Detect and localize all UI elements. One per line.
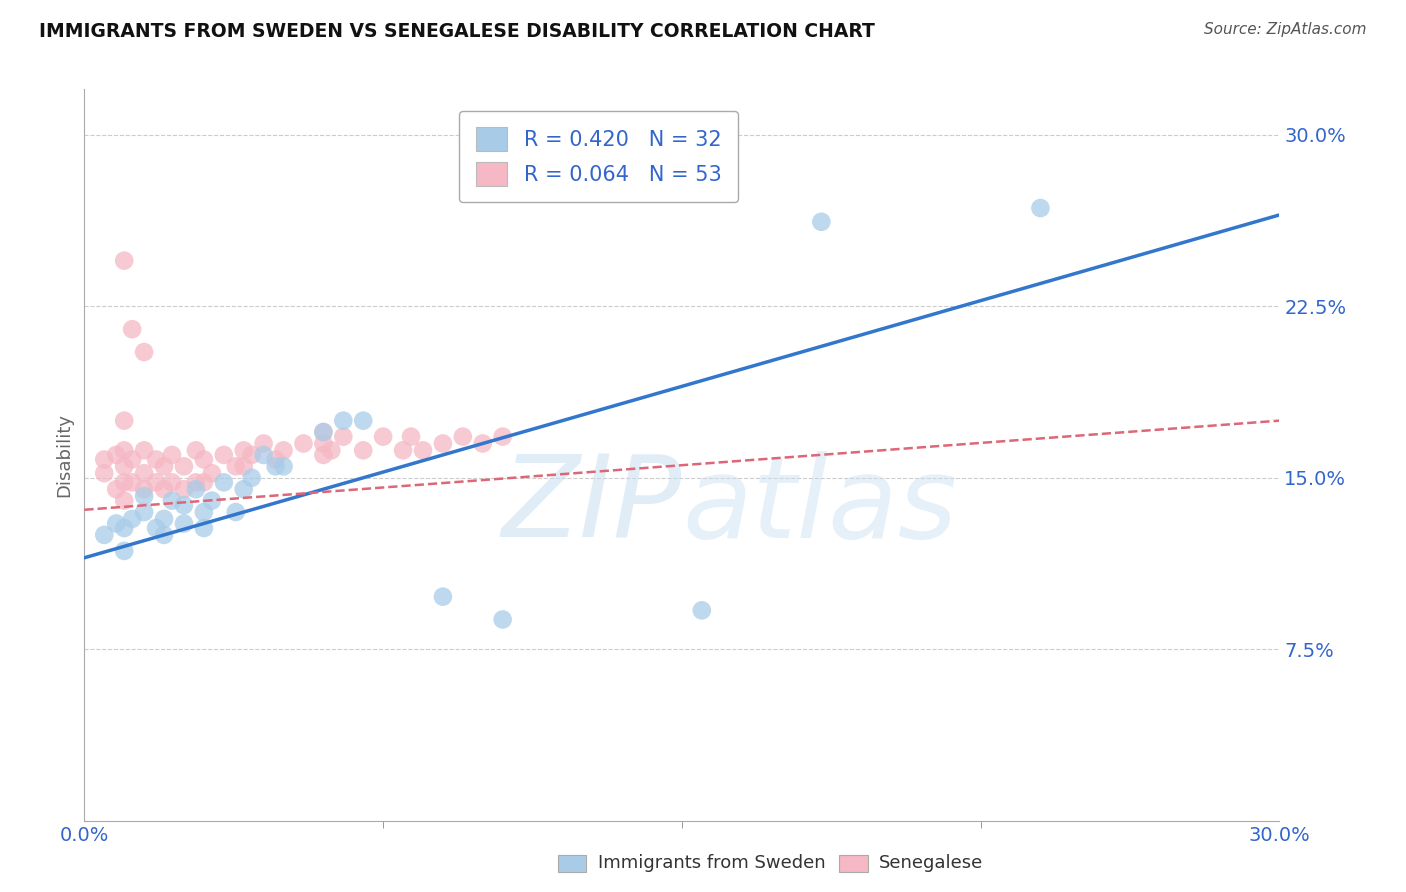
- Point: [121, 322, 143, 336]
- Point: [201, 467, 224, 481]
- Y-axis label: Disability: Disability: [55, 413, 73, 497]
- Point: [321, 443, 343, 458]
- Point: [93, 452, 115, 467]
- Point: [93, 528, 115, 542]
- Point: [810, 215, 832, 229]
- Point: [184, 475, 207, 490]
- Point: [264, 452, 287, 467]
- Point: [193, 475, 215, 490]
- Point: [1029, 201, 1052, 215]
- Point: [193, 521, 215, 535]
- Point: [312, 425, 335, 439]
- Point: [492, 430, 515, 444]
- Point: [145, 521, 167, 535]
- Point: [153, 528, 176, 542]
- Point: [225, 459, 247, 474]
- Point: [112, 443, 135, 458]
- Point: [312, 448, 335, 462]
- Point: [352, 414, 374, 428]
- Point: [432, 590, 454, 604]
- Point: [160, 475, 183, 490]
- Point: [492, 613, 515, 627]
- Point: [132, 345, 156, 359]
- Point: [232, 482, 254, 496]
- Point: [132, 467, 156, 481]
- Point: [184, 482, 207, 496]
- Point: [292, 436, 315, 450]
- Point: [212, 475, 235, 490]
- Point: [225, 505, 247, 519]
- Point: [132, 443, 156, 458]
- Point: [121, 452, 143, 467]
- Point: [264, 459, 287, 474]
- Point: [112, 493, 135, 508]
- Point: [471, 436, 494, 450]
- Point: [193, 452, 215, 467]
- Point: [332, 414, 354, 428]
- Text: ZIP: ZIP: [502, 450, 682, 562]
- Point: [253, 436, 276, 450]
- Point: [173, 498, 195, 512]
- Point: [451, 430, 474, 444]
- Point: [312, 436, 335, 450]
- Point: [112, 475, 135, 490]
- Point: [112, 414, 135, 428]
- Text: Source: ZipAtlas.com: Source: ZipAtlas.com: [1204, 22, 1367, 37]
- Point: [93, 467, 115, 481]
- Point: [232, 443, 254, 458]
- Point: [273, 459, 295, 474]
- Point: [121, 512, 143, 526]
- Point: [153, 459, 176, 474]
- Point: [145, 452, 167, 467]
- Point: [412, 443, 434, 458]
- Point: [121, 475, 143, 490]
- Point: [105, 516, 128, 531]
- Point: [105, 482, 128, 496]
- Point: [332, 430, 354, 444]
- Point: [399, 430, 422, 444]
- Point: [193, 505, 215, 519]
- Point: [112, 253, 135, 268]
- Point: [312, 425, 335, 439]
- Text: atlas: atlas: [682, 450, 957, 562]
- Point: [690, 603, 713, 617]
- Point: [240, 448, 263, 462]
- Point: [373, 430, 395, 444]
- Point: [232, 459, 254, 474]
- Point: [132, 482, 156, 496]
- Point: [392, 443, 415, 458]
- Point: [253, 448, 276, 462]
- Point: [240, 471, 263, 485]
- Text: IMMIGRANTS FROM SWEDEN VS SENEGALESE DISABILITY CORRELATION CHART: IMMIGRANTS FROM SWEDEN VS SENEGALESE DIS…: [39, 22, 876, 41]
- Point: [145, 475, 167, 490]
- Point: [173, 459, 195, 474]
- Point: [112, 521, 135, 535]
- Point: [212, 448, 235, 462]
- Point: [184, 443, 207, 458]
- Point: [160, 448, 183, 462]
- Point: [173, 516, 195, 531]
- Point: [153, 512, 176, 526]
- Text: Senegalese: Senegalese: [879, 855, 983, 872]
- Point: [432, 436, 454, 450]
- Point: [153, 482, 176, 496]
- Point: [132, 489, 156, 503]
- Point: [160, 493, 183, 508]
- Point: [105, 448, 128, 462]
- Legend: R = 0.420   N = 32, R = 0.064   N = 53: R = 0.420 N = 32, R = 0.064 N = 53: [460, 111, 738, 202]
- Point: [201, 493, 224, 508]
- Point: [273, 443, 295, 458]
- Point: [112, 544, 135, 558]
- Text: Immigrants from Sweden: Immigrants from Sweden: [598, 855, 825, 872]
- Point: [132, 505, 156, 519]
- Point: [112, 459, 135, 474]
- Point: [173, 482, 195, 496]
- Point: [352, 443, 374, 458]
